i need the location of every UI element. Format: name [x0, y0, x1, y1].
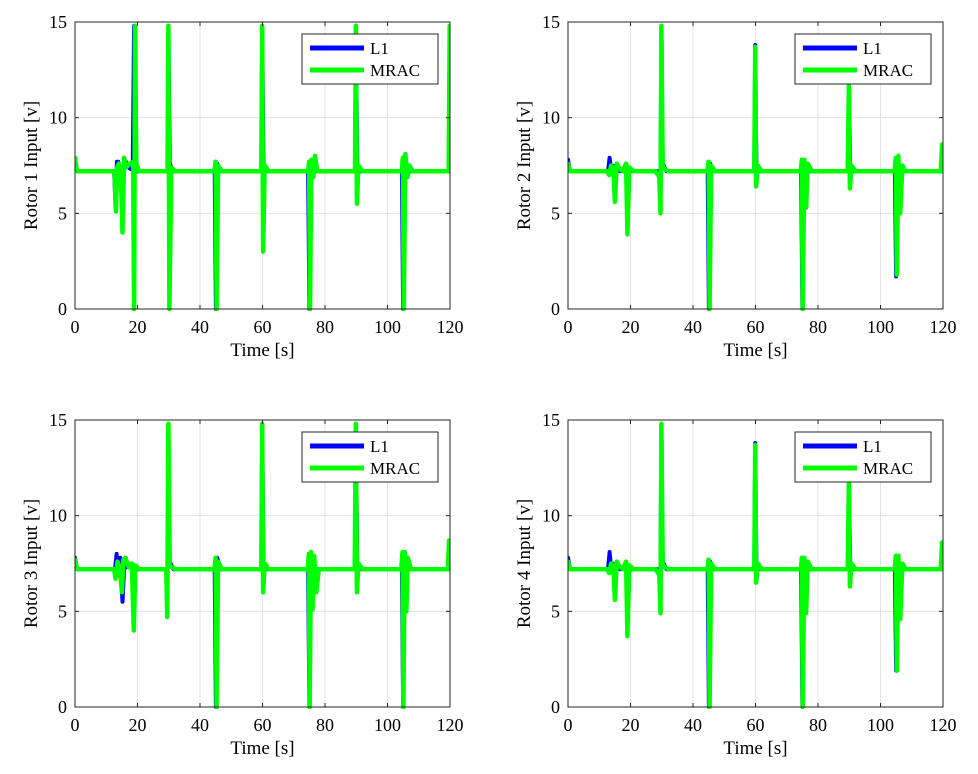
- x-axis-label: Time [s]: [230, 340, 294, 361]
- y-tick-label: 0: [551, 299, 560, 319]
- x-tick-label: 80: [809, 715, 827, 735]
- x-tick-label: 80: [316, 715, 334, 735]
- series-line-mrac: [75, 421, 450, 709]
- x-tick-label: 0: [71, 715, 80, 735]
- y-tick-label: 15: [542, 410, 560, 430]
- x-tick-label: 40: [191, 317, 209, 337]
- x-tick-label: 120: [437, 715, 464, 735]
- x-axis-label: Time [s]: [723, 340, 787, 361]
- legend-box: [794, 33, 932, 85]
- legend-label-l1: L1: [370, 437, 389, 456]
- y-tick-label: 15: [542, 12, 560, 32]
- series-line-mrac: [568, 23, 943, 311]
- y-tick-label: 5: [551, 601, 560, 621]
- y-tick-label: 5: [551, 203, 560, 223]
- legend-label-l1: L1: [863, 437, 882, 456]
- subplot-2: 0 20 40 60 80 100 120 0 5 10 15 Time [s] Rotor 2 Inp…: [514, 12, 957, 361]
- x-tick-label: 60: [747, 317, 765, 337]
- y-tick-label: 10: [49, 506, 67, 526]
- subplot-4: 0 20 40 60 80 100 120 0 5 10 15 Time [s] Rotor 4 Inp…: [514, 410, 957, 759]
- y-axis-label: Rotor 2 Input [v]: [514, 101, 535, 230]
- legend-box: [794, 431, 932, 483]
- x-tick-label: 0: [71, 317, 80, 337]
- legend-label-mrac: MRAC: [370, 459, 420, 478]
- y-tick-label: 15: [49, 12, 67, 32]
- x-tick-label: 100: [374, 317, 401, 337]
- x-axis-label: Time [s]: [230, 738, 294, 759]
- x-tick-label: 20: [129, 317, 147, 337]
- x-tick-label: 20: [622, 317, 640, 337]
- legend-label-mrac: MRAC: [863, 61, 913, 80]
- legend-label-mrac: MRAC: [370, 61, 420, 80]
- subplot-3: 0 20 40 60 80 100 120 0 5 10 15 Time [s] Rotor 3 Inp…: [21, 410, 464, 759]
- x-tick-label: 40: [684, 715, 702, 735]
- y-tick-label: 15: [49, 410, 67, 430]
- x-tick-label: 40: [684, 317, 702, 337]
- x-axis-label: Time [s]: [723, 738, 787, 759]
- y-tick-label: 0: [58, 697, 67, 717]
- legend-box: [301, 33, 439, 85]
- legend: L1 MRAC: [301, 431, 439, 483]
- x-tick-label: 100: [374, 715, 401, 735]
- x-tick-label: 0: [564, 715, 573, 735]
- x-tick-label: 60: [254, 317, 272, 337]
- x-tick-label: 0: [564, 317, 573, 337]
- x-tick-label: 120: [930, 715, 957, 735]
- y-tick-label: 5: [58, 203, 67, 223]
- y-tick-label: 0: [58, 299, 67, 319]
- y-axis-label: Rotor 1 Input [v]: [21, 101, 42, 230]
- x-tick-label: 100: [867, 317, 894, 337]
- x-tick-label: 100: [867, 715, 894, 735]
- y-tick-label: 0: [551, 697, 560, 717]
- legend: L1 MRAC: [794, 431, 932, 483]
- x-tick-label: 20: [129, 715, 147, 735]
- x-tick-label: 120: [930, 317, 957, 337]
- y-axis-label: Rotor 4 Input [v]: [514, 499, 535, 628]
- y-tick-label: 5: [58, 601, 67, 621]
- legend-label-l1: L1: [370, 39, 389, 58]
- legend: L1 MRAC: [301, 33, 439, 85]
- subplot-1: 0 20 40 60 80 100 120 0 5 10 15 Time [s] Rotor 1 Inp…: [21, 12, 464, 361]
- y-tick-label: 10: [542, 506, 560, 526]
- legend-box: [301, 431, 439, 483]
- legend-label-mrac: MRAC: [863, 459, 913, 478]
- series-line-mrac: [568, 421, 943, 709]
- x-tick-label: 80: [809, 317, 827, 337]
- legend-label-l1: L1: [863, 39, 882, 58]
- x-tick-label: 80: [316, 317, 334, 337]
- series-line-mrac: [75, 23, 450, 311]
- x-tick-label: 20: [622, 715, 640, 735]
- x-tick-label: 60: [747, 715, 765, 735]
- y-axis-label: Rotor 3 Input [v]: [21, 499, 42, 628]
- x-tick-label: 120: [437, 317, 464, 337]
- legend: L1 MRAC: [794, 33, 932, 85]
- x-tick-label: 60: [254, 715, 272, 735]
- y-tick-label: 10: [542, 108, 560, 128]
- y-tick-label: 10: [49, 108, 67, 128]
- x-tick-label: 40: [191, 715, 209, 735]
